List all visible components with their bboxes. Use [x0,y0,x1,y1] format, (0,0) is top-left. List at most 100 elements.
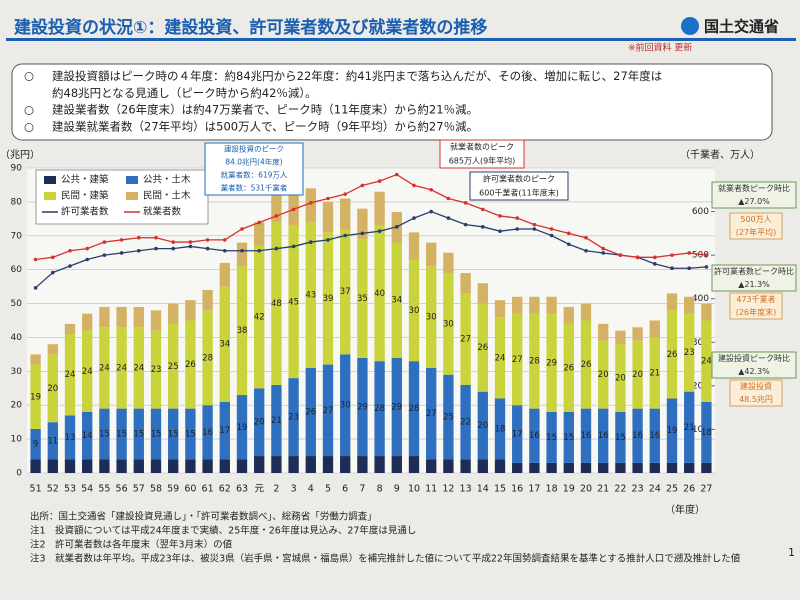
bar-segment [529,408,540,463]
bar-segment [305,456,316,473]
data-label: 24 [133,363,144,373]
bar-segment [288,378,299,457]
line-point [670,253,674,257]
callout-text: 就業者数ピーク時比 [718,183,790,193]
line-point [154,246,158,251]
callout-text: 許可業者数ピーク時比 [714,266,794,276]
bar-segment [580,408,592,463]
bar-segment [563,323,574,412]
line-point [68,264,72,268]
bar-segment [666,398,678,463]
data-label: 23 [288,413,299,423]
bar-segment [133,408,144,460]
line-point [446,216,451,220]
bar-segment [47,422,58,460]
bar-segment [116,459,127,473]
line-point [51,270,55,275]
logo-icon [681,17,699,35]
x-tick-label: 24 [649,484,661,495]
y-tick-label: 20 [11,401,23,411]
line-point [171,240,175,244]
bar-segment [494,300,506,318]
bar-segment [443,252,454,274]
bar-segment [615,412,626,463]
line-point [137,235,141,240]
bar-segment [64,323,76,335]
x-tick-label: 58 [150,484,162,495]
callout-text: 建設投資のピーク [224,144,284,154]
callout-text: 就業者数：619万人 [221,170,288,180]
line-point [188,244,193,249]
line-point [223,248,227,253]
bar-segment [305,188,316,223]
x-tick-label: 16 [511,484,523,495]
bar-segment [133,327,144,409]
bar-segment [580,303,592,321]
x-tick-label: 25 [666,484,678,495]
bar-segment [202,290,213,311]
line-point [343,233,348,238]
bar-segment [82,313,93,331]
bar-segment [598,340,609,409]
data-label: 29 [546,358,557,368]
data-label: 29 [391,402,402,412]
line-point [33,286,38,290]
bullet: 建設業就業者数（27年平均）は500万人で、ピーク時（9年平均）から約27％減。 [52,120,478,134]
data-label: 24 [495,353,506,363]
legend-swatch [126,176,138,184]
bar-segment [254,245,265,389]
bar-segment [615,462,626,473]
bar-segment [701,462,712,473]
bar-segment [185,320,196,409]
bar-segment [47,344,58,355]
bar-segment [271,384,282,457]
bar-segment [701,401,712,463]
data-label: 16 [529,431,540,441]
bar-segment [30,459,41,473]
bar-segment [99,459,110,473]
data-label: 25 [443,413,454,423]
bar-segment [615,330,626,345]
data-label: 35 [357,294,368,304]
x-tick-label: 11 [425,484,437,495]
data-label: 21 [649,369,660,379]
bar-segment [219,262,230,287]
line-point [240,248,244,253]
title-rule [6,38,796,41]
data-label: 26 [477,343,488,353]
bar-segment [47,459,58,473]
bar-segment [64,334,76,416]
y-tick-label: 30 [11,367,23,377]
data-label: 15 [116,430,127,440]
x-tick-label: 4 [308,484,314,495]
bar-segment [30,428,41,460]
bullet-marker: ○ [24,103,34,117]
line-point [274,246,279,251]
line-point [257,220,262,225]
bar-segment [236,395,248,460]
bar-segment [150,330,162,409]
bar-segment [477,459,488,473]
bar-segment [477,283,488,304]
data-label: 30 [426,313,437,323]
x-tick-label: 61 [202,484,214,495]
bar-segment [598,323,609,341]
y-tick-label: 0 [16,469,22,479]
callout-text: ▲42.3% [738,367,770,376]
line-point [326,238,330,242]
callout-text: 48.5兆円 [739,394,773,404]
y2-tick-label: 500 [692,251,709,261]
footnote: 出所：国土交通省「建設投資見通し」・「許可業者数調べ」、総務省「労働力調査」 [30,511,377,523]
data-label: 28 [409,404,420,414]
bar-segment [374,361,385,457]
line-point [567,242,571,247]
callout-text: (26年度末) [736,307,776,317]
bar-segment [150,459,162,473]
bar-segment [30,354,41,365]
line-point [653,262,657,266]
data-label: 40 [374,289,385,299]
x-tick-label: 14 [477,484,489,495]
bar-segment [460,273,471,294]
data-label: 20 [632,370,643,380]
bar-segment [460,459,471,473]
